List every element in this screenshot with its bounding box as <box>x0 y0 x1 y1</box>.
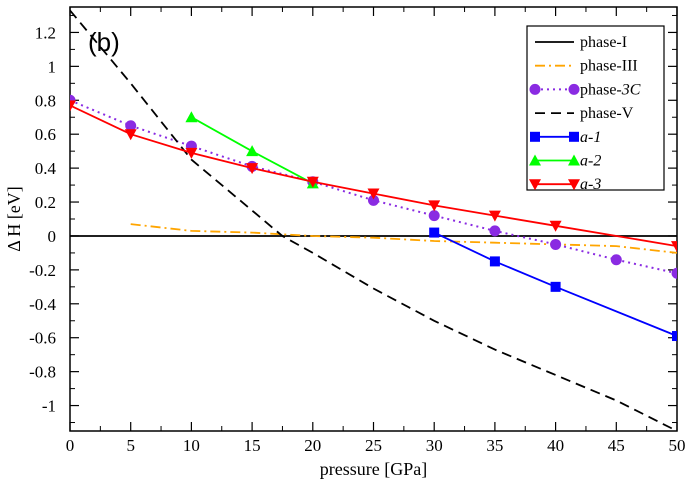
x-tick-label: 50 <box>669 436 686 455</box>
x-tick-label: 0 <box>66 436 75 455</box>
legend-marker <box>529 179 541 191</box>
legend-entry-phase-iii: phase-III <box>535 58 638 75</box>
legend-marker <box>568 179 580 191</box>
legend-label-italic: 3C <box>621 81 641 98</box>
data-point-phase-3c <box>489 225 501 237</box>
data-point-a-2 <box>185 111 198 123</box>
x-axis-title: pressure [GPa] <box>320 459 427 479</box>
y-tick-label: -1 <box>42 397 56 416</box>
legend-marker <box>529 83 541 95</box>
x-tick-label: 35 <box>486 436 503 455</box>
data-point-a-1 <box>672 331 677 342</box>
series-a-3 <box>70 100 677 253</box>
data-point-a-3 <box>428 200 441 212</box>
legend-entry-a-3: a-3 <box>529 176 601 193</box>
axis-tick-labels: 0 5 10 15 20 25 30 35 40 45 50 -1 -0.8 -0.6 -0.4 -0.2 0 0… <box>29 23 685 455</box>
data-point-a-1 <box>429 227 440 238</box>
data-point-a-2 <box>246 145 259 157</box>
data-point-phase-3c <box>671 267 677 279</box>
series-line-a-3 <box>70 104 677 247</box>
y-tick-label: 0 <box>48 227 57 246</box>
x-tick-label: 20 <box>304 436 321 455</box>
data-point-phase-3c <box>610 254 622 266</box>
series-line-phase-iii <box>130 223 677 254</box>
legend-entry-a-2: a-2 <box>529 153 601 170</box>
y-tick-label: 0.2 <box>35 193 56 212</box>
x-tick-label: 40 <box>547 436 564 455</box>
data-point-phase-3c <box>428 210 440 222</box>
legend-marker <box>529 154 541 166</box>
legend-label-plain: phase-I <box>580 34 627 51</box>
data-point-a-3 <box>671 241 677 253</box>
legend-label: phase-I <box>580 34 627 51</box>
data-point-a-3 <box>246 163 259 175</box>
data-point-a-1 <box>489 256 500 267</box>
legend-label-italic: a-1 <box>580 129 601 146</box>
series-line-phase-v <box>70 9 677 431</box>
y-tick-label: 1.2 <box>35 23 56 42</box>
x-tick-label: 25 <box>365 436 382 455</box>
x-tick-label: 15 <box>244 436 261 455</box>
legend-label: a-3 <box>580 176 601 193</box>
y-tick-label: 0.4 <box>35 159 57 178</box>
legend-entry-phase-i: phase-I <box>535 34 627 51</box>
axis-ticks <box>69 7 678 431</box>
data-point-a-3 <box>70 100 76 112</box>
y-tick-label: 0.8 <box>35 91 56 110</box>
series-phase-v <box>70 9 677 431</box>
legend-marker <box>568 154 580 166</box>
legend-label-italic: a-3 <box>580 176 601 193</box>
legend-entry-a-1: a-1 <box>530 129 601 146</box>
legend-label: phase-V <box>580 105 634 122</box>
legend-label-plain: phase-III <box>580 58 638 75</box>
legend-label-plain: phase- <box>580 81 622 98</box>
series-phase-iii <box>130 223 677 254</box>
legend: phase-I phase-III phase-3C phase-V a-1 a-2 a-3 <box>526 25 665 193</box>
legend-label: a-1 <box>580 129 601 146</box>
y-tick-label: -0.6 <box>29 329 56 348</box>
data-point-a-3 <box>306 176 319 188</box>
legend-label: a-2 <box>580 153 601 170</box>
series-line-a-1 <box>433 231 677 337</box>
legend-entry-phase-3c: phase-3C <box>529 81 641 98</box>
legend-label-italic: a-2 <box>580 153 601 170</box>
data-point-a-3 <box>488 210 501 222</box>
legend-label: phase-III <box>580 58 638 75</box>
legend-entry-phase-v: phase-V <box>535 105 634 122</box>
series-layer <box>70 9 677 431</box>
y-tick-label: -0.4 <box>29 295 56 314</box>
x-tick-label: 5 <box>126 436 135 455</box>
legend-marker <box>568 83 580 95</box>
y-axis-title: Δ H [eV] <box>4 186 24 252</box>
y-tick-label: -0.8 <box>29 363 56 382</box>
data-point-a-3 <box>124 129 137 141</box>
panel-label: (b) <box>88 27 120 57</box>
legend-marker <box>569 131 579 142</box>
x-tick-label: 45 <box>608 436 625 455</box>
series-a-1 <box>429 227 677 342</box>
x-tick-label: 10 <box>183 436 200 455</box>
data-point-a-3 <box>367 188 380 200</box>
y-tick-label: -0.2 <box>29 261 56 280</box>
data-point-phase-3c <box>550 238 562 250</box>
legend-box <box>526 25 665 191</box>
x-tick-label: 30 <box>426 436 443 455</box>
data-point-a-3 <box>185 147 198 159</box>
data-point-a-3 <box>549 220 562 232</box>
legend-marker <box>530 131 540 142</box>
y-tick-label: 1 <box>48 57 57 76</box>
legend-label: phase-3C <box>580 81 641 98</box>
legend-label-plain: phase-V <box>580 105 634 122</box>
data-point-a-1 <box>550 281 561 292</box>
y-tick-label: 0.6 <box>35 125 56 144</box>
